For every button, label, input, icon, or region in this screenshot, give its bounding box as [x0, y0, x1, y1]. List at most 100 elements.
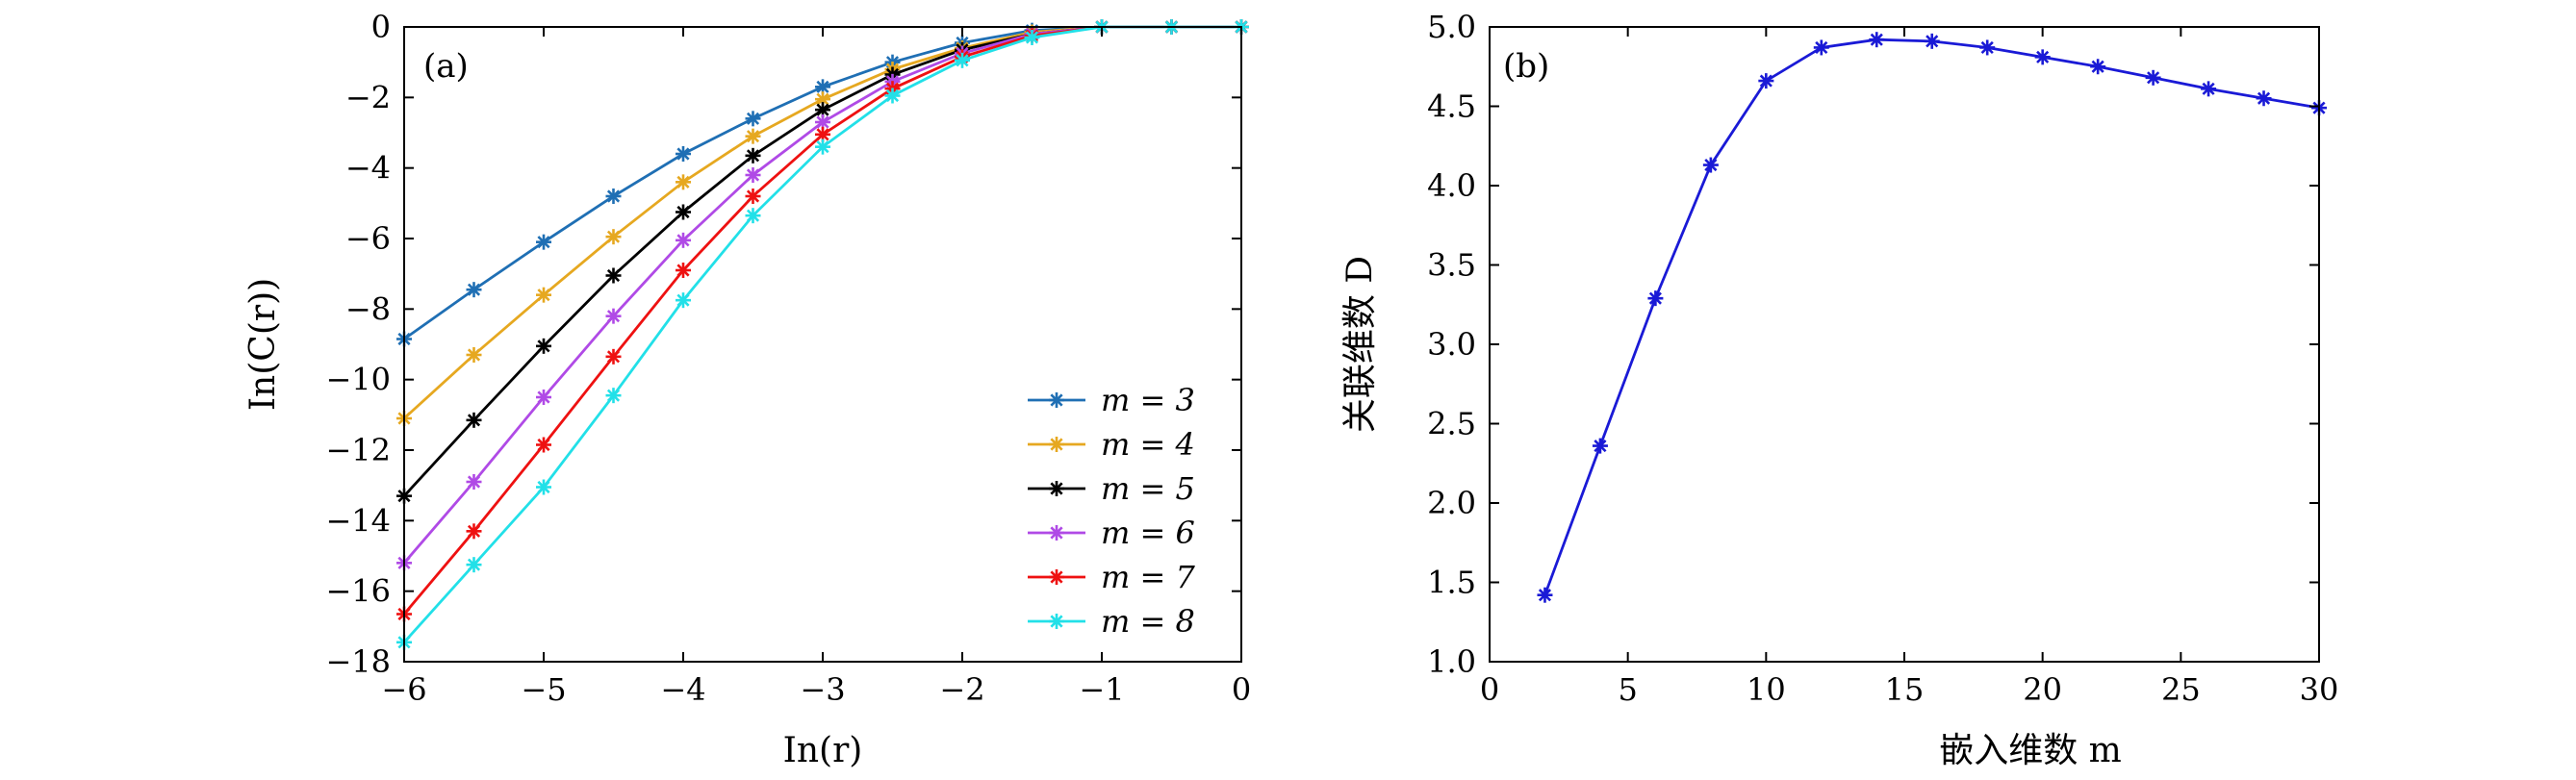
- panel-b-point-0-0: [1537, 587, 1553, 603]
- panel-b-point-0-6: [1869, 32, 1885, 48]
- panel-b-xtick-label-3: 15: [1885, 671, 1925, 708]
- panel-a-point-1-3: [605, 229, 622, 245]
- panel-a-ytick-label-3: −12: [325, 432, 391, 468]
- panel-a-ytick-label-5: −8: [345, 290, 391, 327]
- panel-b-point-0-4: [1758, 73, 1774, 89]
- panel-a-point-4-2: [536, 437, 551, 453]
- panel-b-point-0-7: [1924, 33, 1940, 49]
- panel-b-ytick-label-4: 3.0: [1427, 326, 1476, 363]
- panel-a-point-5-2: [536, 479, 551, 495]
- panel-a-point-4-6: [815, 126, 830, 142]
- panel-a-point-3-2: [536, 390, 551, 405]
- panel-a-point-5-1: [466, 557, 482, 573]
- panel-b-ytick-label-5: 3.5: [1427, 247, 1476, 284]
- panel-a-ytick-label-0: −18: [325, 643, 391, 680]
- panel-a-point-5-6: [815, 138, 830, 155]
- panel-a-point-0-4: [676, 146, 691, 162]
- panel-a-xtick-label-1: −5: [521, 671, 566, 708]
- panel-a-point-1-4: [676, 174, 691, 190]
- panel-b-ytick-label-1: 1.5: [1427, 565, 1476, 601]
- panel-a-point-2-2: [536, 338, 551, 354]
- panel-a-legend-marker-5: [1049, 614, 1064, 629]
- panel-a-point-2-4: [676, 204, 691, 220]
- panel-a-ytick-label-7: −4: [345, 150, 391, 187]
- panel-a-legend-label-3: m = 6: [1101, 515, 1195, 551]
- panel-a-legend-marker-3: [1049, 525, 1064, 541]
- panel-a-ytick-label-4: −10: [325, 362, 391, 398]
- panel-a-point-0-3: [605, 189, 622, 204]
- panel-a-xtick-label-5: −1: [1079, 671, 1124, 708]
- panel-a-ytick-label-6: −6: [345, 220, 391, 257]
- panel-b-point-0-9: [2034, 49, 2051, 65]
- panel-b-point-0-10: [2090, 59, 2106, 75]
- panel-a-ytick-label-2: −14: [325, 502, 391, 539]
- panel-b-ytick-label-7: 4.5: [1427, 88, 1476, 125]
- panel-a-series-line-0: [403, 25, 1241, 340]
- panel-a-point-5-3: [605, 388, 622, 404]
- panel-a-point-2-5: [745, 147, 761, 164]
- panel-b-point-0-13: [2256, 90, 2272, 107]
- panel-a-point-5-7: [884, 88, 901, 104]
- panel-b-label: (b): [1503, 47, 1549, 86]
- panel-b-axes-frame: [1489, 26, 2320, 663]
- panel-a-point-0-5: [745, 111, 761, 127]
- panel-b-xlabel: 嵌入维数 m: [1939, 731, 2122, 770]
- panel-a-legend-label-0: m = 3: [1101, 382, 1195, 418]
- panel-b-ytick-label-3: 2.5: [1427, 406, 1476, 442]
- panel-b-point-0-11: [2145, 69, 2161, 86]
- panel-b-xtick-label-5: 25: [2161, 671, 2201, 708]
- panel-b-xtick-label-2: 10: [1747, 671, 1786, 708]
- panel-a-legend-label-4: m = 7: [1101, 559, 1196, 595]
- panel-a-legend-marker-2: [1049, 481, 1064, 496]
- panel-a-point-1-2: [536, 287, 551, 303]
- panel-b-point-0-3: [1702, 157, 1719, 173]
- panel-a-point-0-2: [536, 234, 551, 250]
- panel-b-point-0-2: [1647, 290, 1664, 307]
- panel-b-chart: (b) 嵌入维数 m 关联维数 D 0 5 10 15 20 25 30 1.0 1.5 2.0 2…: [1340, 9, 2338, 770]
- panel-a-point-3-4: [676, 232, 691, 248]
- panel-a-point-4-4: [676, 263, 691, 278]
- panel-a-point-5-9: [1024, 30, 1040, 45]
- panel-a-legend-label-5: m = 8: [1101, 603, 1195, 640]
- panel-a-ytick-label-9: 0: [371, 9, 391, 45]
- panel-b-point-0-5: [1813, 39, 1829, 56]
- panel-a-point-0-1: [466, 282, 482, 298]
- panel-b-ytick-label-0: 1.0: [1427, 643, 1476, 680]
- panel-a-legend-label-2: m = 5: [1101, 470, 1195, 507]
- panel-a-point-2-3: [605, 267, 622, 284]
- panel-a-point-1-5: [745, 128, 761, 144]
- panel-a-xtick-label-3: −3: [800, 671, 845, 708]
- panel-b-ytick-label-8: 5.0: [1427, 9, 1476, 45]
- panel-a-xtick-label-2: −4: [660, 671, 705, 708]
- panel-a-point-3-3: [605, 308, 622, 324]
- panel-a-point-5-8: [955, 52, 970, 68]
- panel-b-ytick-label-6: 4.0: [1427, 167, 1476, 204]
- panel-b-point-0-1: [1592, 438, 1608, 454]
- panel-b-ytick-label-2: 2.0: [1427, 485, 1476, 521]
- panel-a-legend: m = 3 m = 4 m = 5 m = 6 m = 7 m = 8: [1028, 382, 1196, 640]
- panel-b-series-line-0: [1543, 38, 2320, 596]
- panel-a-legend-marker-0: [1049, 392, 1064, 408]
- panel-a-point-4-1: [466, 523, 482, 540]
- panel-a-ylabel: In(C(r)): [243, 278, 283, 411]
- panel-a-point-4-3: [605, 348, 622, 365]
- panel-a-point-2-1: [466, 412, 482, 428]
- panel-a-point-1-1: [466, 347, 482, 363]
- panel-b-xtick-label-6: 30: [2300, 671, 2339, 708]
- panel-a-point-3-5: [745, 167, 761, 183]
- panel-a-point-5-5: [745, 208, 761, 224]
- panel-a-point-3-1: [466, 474, 482, 490]
- panel-b-xtick-label-1: 5: [1618, 671, 1637, 708]
- panel-a-legend-marker-1: [1049, 437, 1064, 452]
- panel-a-ytick-label-1: −16: [325, 573, 391, 610]
- panel-b-xtick-label-4: 20: [2023, 671, 2062, 708]
- panel-a-point-4-5: [745, 189, 761, 204]
- panel-a-xtick-label-6: 0: [1232, 671, 1251, 708]
- panel-a-ytick-label-8: −2: [345, 79, 391, 115]
- panel-a-point-5-4: [676, 292, 691, 309]
- panel-b-point-0-8: [1979, 39, 1996, 56]
- panel-a-xtick-label-4: −2: [939, 671, 984, 708]
- panel-a-label: (a): [423, 47, 469, 86]
- panel-b-point-0-12: [2201, 81, 2217, 97]
